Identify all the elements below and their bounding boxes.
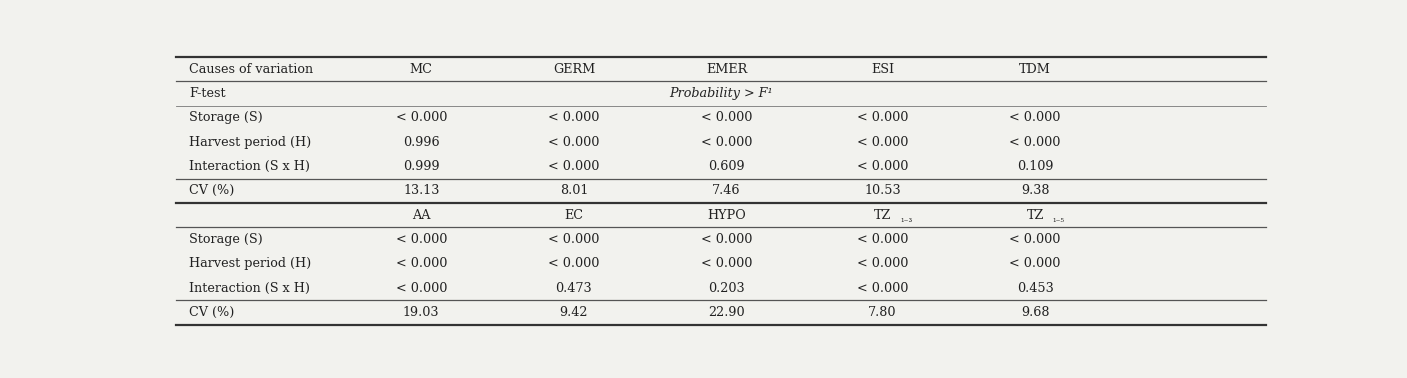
Text: < 0.000: < 0.000 [549,257,599,270]
Text: TDM: TDM [1019,63,1051,76]
Text: 8.01: 8.01 [560,184,588,197]
Text: CV (%): CV (%) [189,306,235,319]
Text: 0.203: 0.203 [708,282,744,295]
Text: Harvest period (H): Harvest period (H) [189,136,311,149]
Text: < 0.000: < 0.000 [549,160,599,173]
Text: < 0.000: < 0.000 [395,112,447,124]
Text: 0.473: 0.473 [556,282,592,295]
Text: TZ: TZ [1027,209,1044,222]
Text: < 0.000: < 0.000 [549,233,599,246]
Text: Storage (S): Storage (S) [189,112,263,124]
Text: < 0.000: < 0.000 [395,257,447,270]
Text: 7.80: 7.80 [868,306,896,319]
Text: < 0.000: < 0.000 [857,112,908,124]
Text: 0.453: 0.453 [1017,282,1054,295]
Text: < 0.000: < 0.000 [857,136,908,149]
Text: < 0.000: < 0.000 [857,233,908,246]
Text: HYPO: HYPO [708,209,746,222]
Text: 9.38: 9.38 [1021,184,1050,197]
Text: AA: AA [412,209,431,222]
Text: ₁₋₅: ₁₋₅ [1052,215,1065,224]
Text: < 0.000: < 0.000 [395,233,447,246]
Text: Harvest period (H): Harvest period (H) [189,257,311,270]
Text: < 0.000: < 0.000 [1009,112,1061,124]
Text: 0.999: 0.999 [402,160,439,173]
Text: < 0.000: < 0.000 [395,282,447,295]
Text: < 0.000: < 0.000 [857,160,908,173]
Text: < 0.000: < 0.000 [549,112,599,124]
Text: Storage (S): Storage (S) [189,233,263,246]
Text: < 0.000: < 0.000 [549,136,599,149]
Text: Interaction (S x H): Interaction (S x H) [189,160,310,173]
Text: EC: EC [564,209,584,222]
Text: ESI: ESI [871,63,893,76]
Text: < 0.000: < 0.000 [1009,233,1061,246]
Text: < 0.000: < 0.000 [857,282,908,295]
Text: < 0.000: < 0.000 [701,112,753,124]
Text: 9.42: 9.42 [560,306,588,319]
Text: < 0.000: < 0.000 [701,136,753,149]
Text: 0.996: 0.996 [402,136,439,149]
Text: Probability > F¹: Probability > F¹ [670,87,772,100]
Text: 0.109: 0.109 [1017,160,1054,173]
Text: 10.53: 10.53 [864,184,900,197]
Text: CV (%): CV (%) [189,184,235,197]
Text: < 0.000: < 0.000 [701,257,753,270]
Text: 19.03: 19.03 [402,306,439,319]
Text: MC: MC [409,63,433,76]
Text: < 0.000: < 0.000 [1009,257,1061,270]
Text: 0.609: 0.609 [708,160,744,173]
Text: < 0.000: < 0.000 [701,233,753,246]
Text: < 0.000: < 0.000 [857,257,908,270]
Text: 22.90: 22.90 [708,306,744,319]
Text: Causes of variation: Causes of variation [189,63,314,76]
Text: < 0.000: < 0.000 [1009,136,1061,149]
Text: EMER: EMER [706,63,747,76]
Text: F-test: F-test [189,87,225,100]
Text: 9.68: 9.68 [1021,306,1050,319]
Text: 13.13: 13.13 [402,184,439,197]
Text: Interaction (S x H): Interaction (S x H) [189,282,310,295]
Text: ₁₋₃: ₁₋₃ [900,215,912,224]
Text: 7.46: 7.46 [712,184,741,197]
Text: TZ: TZ [874,209,891,222]
Text: GERM: GERM [553,63,595,76]
